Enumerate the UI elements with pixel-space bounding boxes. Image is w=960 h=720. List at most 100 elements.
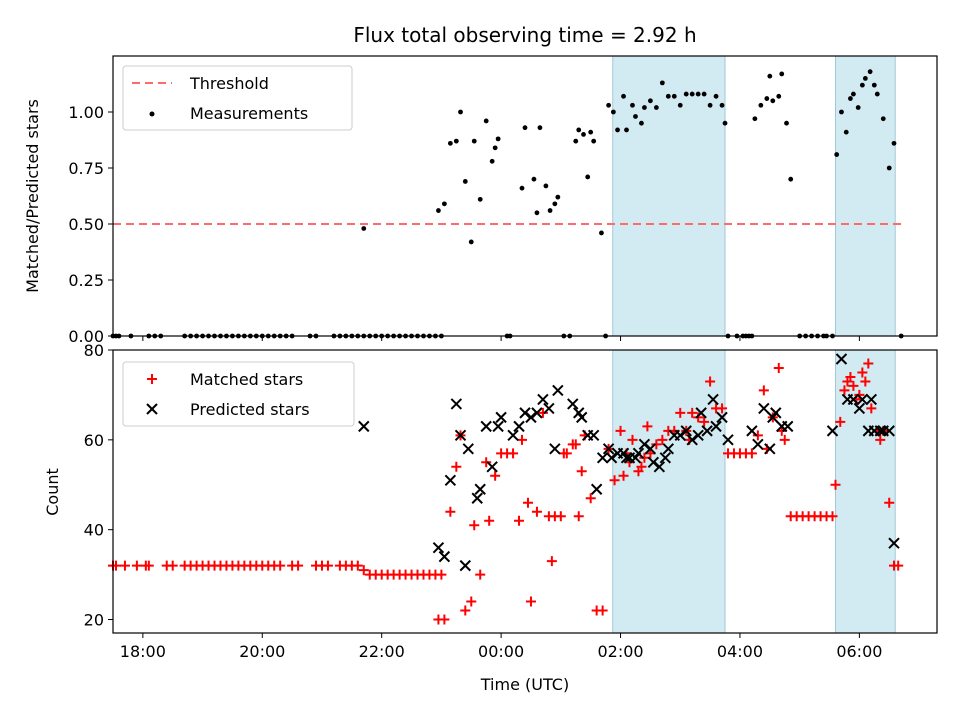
measurement-point [534,210,540,216]
y-tick-label: 0.75 [68,159,104,178]
matched-point [615,425,626,436]
x-tick-label: 06:00 [836,642,882,661]
matched-point [779,434,790,445]
measurement-point [621,93,626,99]
measurement-point [477,196,483,202]
matched-star-points [108,358,904,625]
measurement-point [862,76,868,81]
matched-point [642,421,653,432]
predicted-point [531,407,543,419]
predicted-point [587,429,600,442]
matched-point [618,470,629,481]
measurement-point [839,109,844,115]
measurement-point [581,132,586,137]
predicted-point [567,398,579,410]
matched-point [863,358,874,369]
predicted-point [782,420,794,433]
bottom-y-ticks: 20 40 60 80 [84,341,113,630]
matched-point [585,493,596,504]
measurement-point [764,96,770,101]
count-panel: 20 40 60 80 18:00 20:00 22:00 00:00 02:00 04:00 0… [43,341,938,694]
measurement-point [537,125,543,131]
predicted-point [552,384,564,397]
matched-point [475,569,486,580]
predicted-point [692,429,704,442]
predicted-star-points [358,353,900,572]
matched-point [517,434,528,445]
predicted-point [537,393,549,406]
measurement-point [610,109,616,115]
predicted-point [596,452,609,464]
matched-point [830,479,841,490]
measurement-point [874,91,880,97]
measurement-point [665,93,671,99]
matched-point [275,560,286,571]
top-y-ticks: 0.00 0.25 0.50 0.75 1.00 [68,103,113,346]
x-tick-label: 02:00 [597,642,643,661]
predicted-point [764,443,776,455]
matched-point [827,511,838,522]
matched-point [773,362,784,373]
measurement-point [776,93,782,99]
predicted-point [474,483,486,495]
matched-point [835,416,846,427]
predicted-point [853,402,866,415]
predicted-point [605,452,618,464]
y-tick-label: 0.25 [68,271,104,290]
predicted-point [590,483,603,495]
predicted-point [770,407,782,419]
predicted-point [707,393,719,406]
legend-measurement-swatch [149,111,155,117]
matched-point [752,430,763,441]
measurement-point [522,125,528,131]
predicted-point [519,407,531,419]
predicted-point [644,443,657,455]
x-axis-label: Time (UTC) [480,675,569,694]
y-tick-label: 1.00 [68,103,104,122]
matched-point [143,560,154,571]
matched-point [436,569,447,580]
predicted-point [865,393,878,406]
measurement-point [483,118,489,124]
matched-point [705,376,716,387]
matched-point [857,367,868,378]
predicted-point [653,461,666,473]
predicted-point [450,398,463,410]
measurement-point [453,138,459,144]
measurement-point [788,176,794,182]
matched-point [439,614,450,625]
matched-point [460,605,471,616]
matched-point [469,520,480,531]
predicted-point [856,393,869,406]
measurement-point [630,102,635,108]
measurement-point [784,120,789,126]
predicted-point [543,402,555,415]
measurement-point [606,102,611,108]
x-tick-label: 22:00 [359,642,405,661]
matched-point [451,461,462,472]
figure-title: Flux total observing time = 2.92 h [353,23,696,47]
predicted-point [507,429,519,442]
matched-point [860,376,871,387]
matched-point [561,448,572,459]
y-tick-label: 60 [84,431,104,450]
measurement-point [752,116,758,122]
legend-measurement-label: Measurements [190,104,308,123]
matched-point [352,560,363,571]
matched-point [445,506,456,517]
measurement-point [851,91,856,97]
matched-point [570,439,581,450]
legend-predicted-swatch [146,403,158,415]
measurement-point [468,239,474,245]
matched-point [597,605,608,616]
predicted-point [495,411,507,424]
matched-point [531,506,542,517]
measurement-point [519,185,525,191]
measurement-point [855,105,861,110]
legend-threshold-label: Threshold [189,74,269,93]
predicted-point [480,420,492,433]
shaded-region [835,55,896,337]
top-x-ticks [142,336,860,341]
bottom-legend-box [122,361,355,427]
matched-point [522,497,533,508]
